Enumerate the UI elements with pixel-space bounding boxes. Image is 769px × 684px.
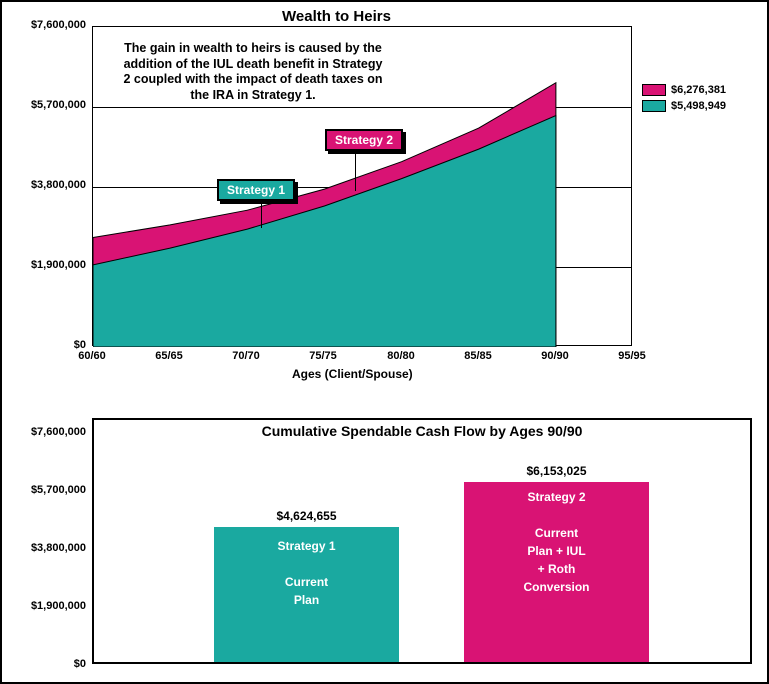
callout-leader xyxy=(355,149,356,191)
bar-strategy2: $6,153,025 Strategy 2 Current Plan + IUL… xyxy=(464,482,649,662)
figure-container: Wealth to Heirs $0 $1,900,000 $3,800,000… xyxy=(0,0,769,684)
xtick-label: 60/60 xyxy=(72,350,112,362)
bar-text: Strategy 1 Current Plan xyxy=(214,537,399,609)
xtick-label: 80/80 xyxy=(381,350,421,362)
bar-value-label: $6,153,025 xyxy=(464,464,649,478)
xtick-label: 85/85 xyxy=(458,350,498,362)
wealth-to-heirs-chart: Wealth to Heirs $0 $1,900,000 $3,800,000… xyxy=(2,2,767,410)
xtick-label: 70/70 xyxy=(226,350,266,362)
xtick-label: 75/75 xyxy=(303,350,343,362)
ytick-label: $1,900,000 xyxy=(6,259,86,271)
chart-title: Cumulative Spendable Cash Flow by Ages 9… xyxy=(94,423,750,439)
ytick-label: $7,600,000 xyxy=(6,19,86,31)
ytick-label: $3,800,000 xyxy=(6,179,86,191)
bar-value-label: $4,624,655 xyxy=(214,509,399,523)
legend-label: $6,276,381 xyxy=(671,84,726,96)
ytick-label: $3,800,000 xyxy=(6,542,86,554)
legend-swatch xyxy=(642,100,666,112)
annotation-text: The gain in wealth to heirs is caused by… xyxy=(123,41,383,104)
xtick-label: 65/65 xyxy=(149,350,189,362)
ytick-label: $5,700,000 xyxy=(6,484,86,496)
xtick-label: 90/90 xyxy=(535,350,575,362)
bar-strategy1: $4,624,655 Strategy 1 Current Plan xyxy=(214,527,399,662)
callout-leader xyxy=(261,199,262,228)
legend: $6,276,381 $5,498,949 xyxy=(642,84,726,116)
ytick-label: $5,700,000 xyxy=(6,99,86,111)
legend-item: $6,276,381 xyxy=(642,84,726,96)
plot-area: The gain in wealth to heirs is caused by… xyxy=(92,26,632,346)
xtick-label: 95/95 xyxy=(612,350,652,362)
legend-label: $5,498,949 xyxy=(671,100,726,112)
ytick-label: $7,600,000 xyxy=(6,426,86,438)
plot-area: Cumulative Spendable Cash Flow by Ages 9… xyxy=(92,418,752,664)
x-axis-title: Ages (Client/Spouse) xyxy=(292,367,413,381)
ytick-label: $0 xyxy=(6,658,86,670)
callout-strategy2: Strategy 2 xyxy=(325,129,403,151)
chart-title: Wealth to Heirs xyxy=(282,8,391,25)
cash-flow-chart: $0 $1,900,000 $3,800,000 $5,700,000 $7,6… xyxy=(2,410,767,682)
ytick-label: $1,900,000 xyxy=(6,600,86,612)
callout-strategy1: Strategy 1 xyxy=(217,179,295,201)
legend-swatch xyxy=(642,84,666,96)
bar-text: Strategy 2 Current Plan + IUL + Roth Con… xyxy=(464,488,649,596)
legend-item: $5,498,949 xyxy=(642,100,726,112)
